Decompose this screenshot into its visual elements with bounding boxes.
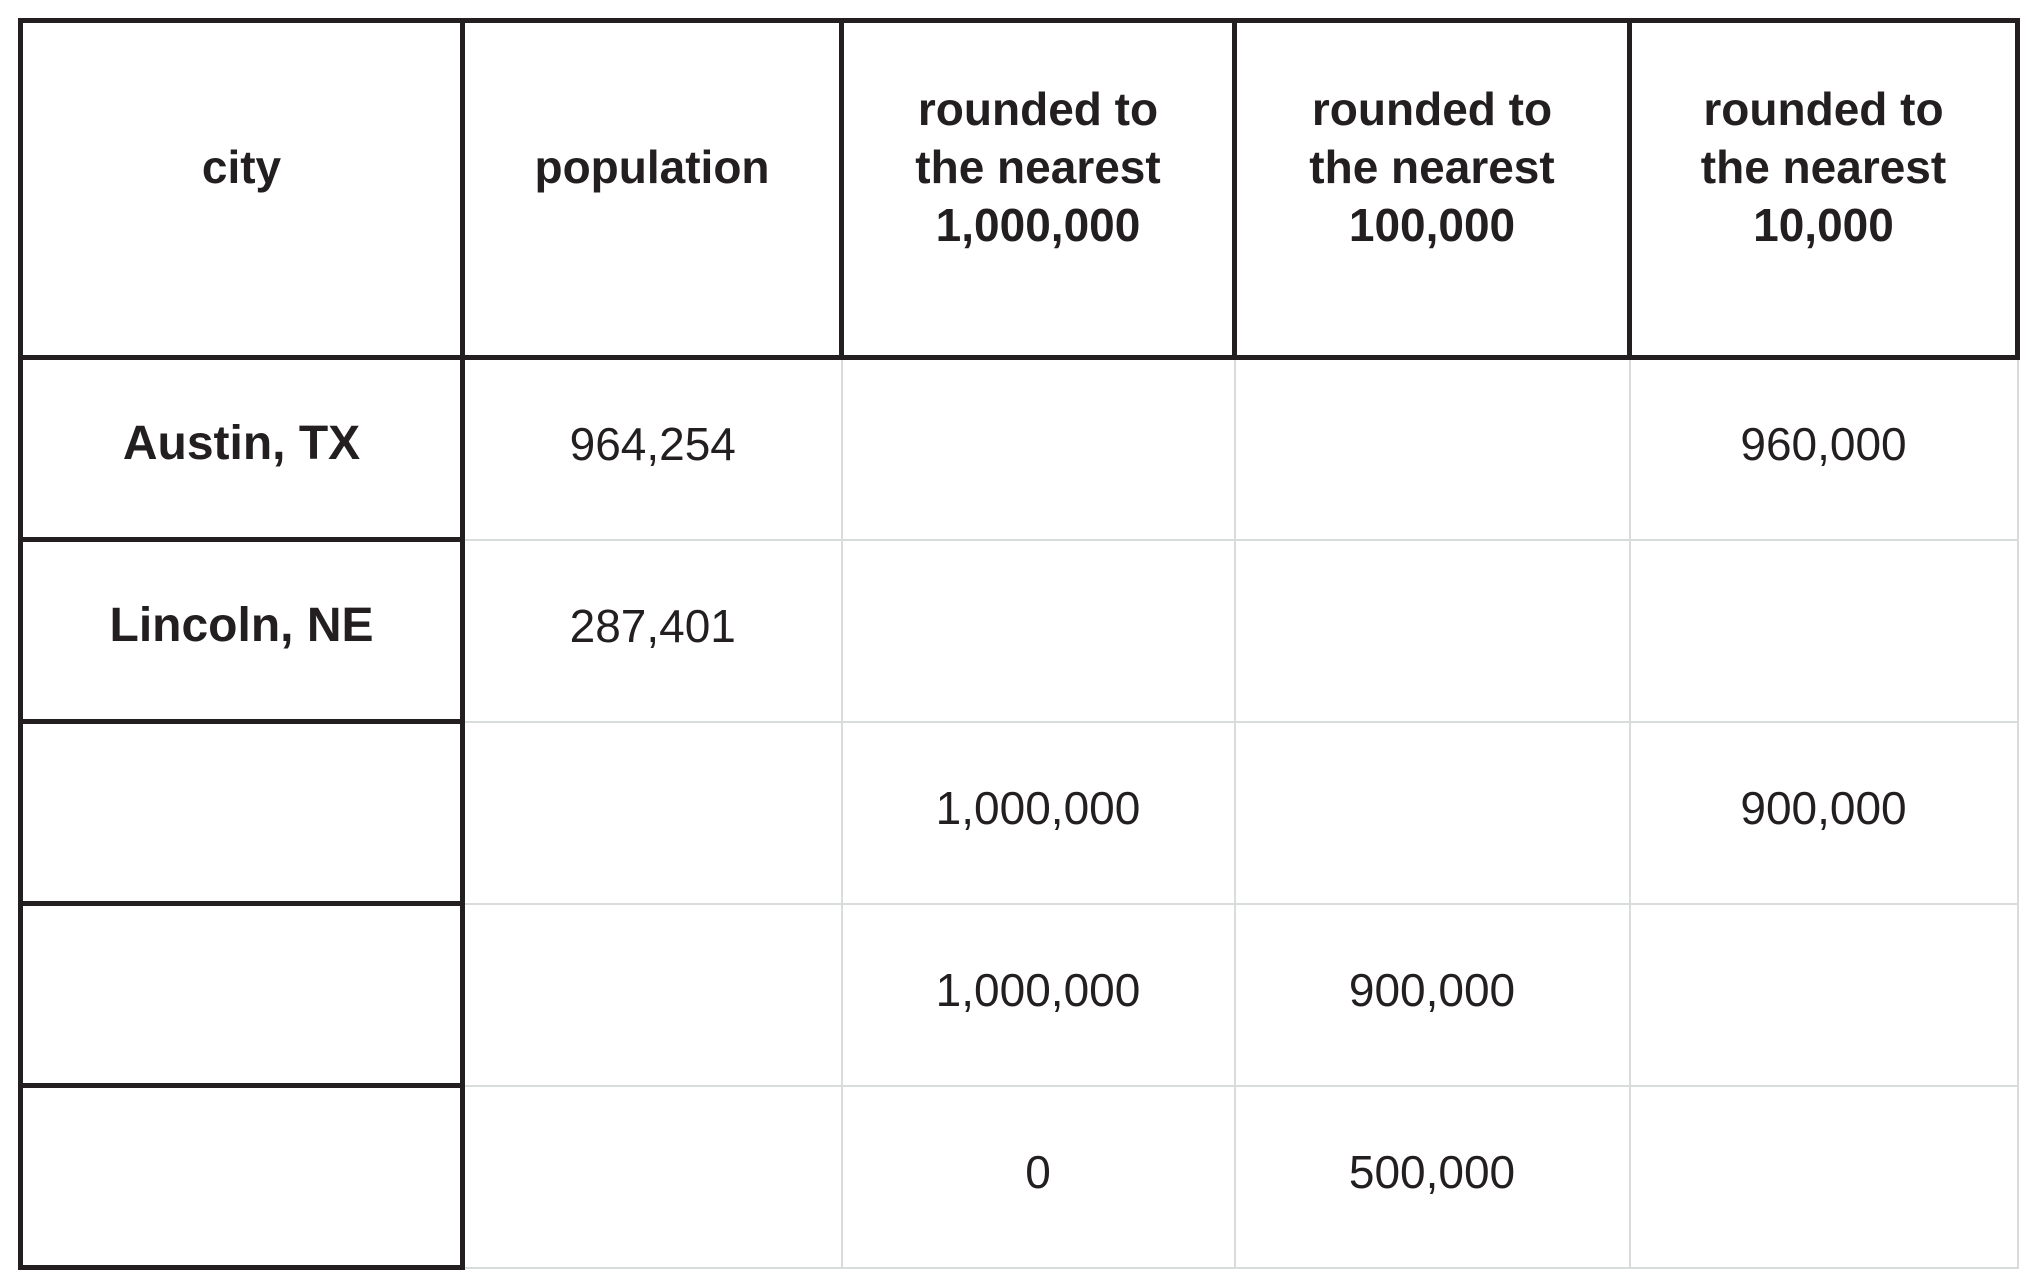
rounded-100k-cell (1233, 356, 1631, 541)
rounded-100k-cell: 900,000 (1233, 902, 1631, 1087)
population-cell (461, 902, 843, 1087)
rounded-100k-cell (1233, 720, 1631, 905)
table-row: 1,000,000 900,000 (18, 719, 2019, 906)
rounded-10k-cell: 960,000 (1628, 356, 2019, 541)
table-row: 0 500,000 (18, 1083, 2019, 1270)
rounded-1m-cell (840, 538, 1236, 723)
rounded-100k-cell: 500,000 (1233, 1084, 1631, 1269)
rounded-10k-cell (1628, 538, 2019, 723)
rounded-1m-cell: 0 (840, 1084, 1236, 1269)
population-cell (461, 720, 843, 905)
population-rounding-table: city population rounded to the nearest 1… (18, 18, 2020, 1270)
table-row: 1,000,000 900,000 (18, 901, 2019, 1088)
city-cell (18, 719, 465, 906)
header-row: city population rounded to the nearest 1… (18, 18, 2020, 360)
rounded-1m-cell: 1,000,000 (840, 720, 1236, 905)
rounded-1m-cell (840, 356, 1236, 541)
table-row: Lincoln, NE 287,401 (18, 537, 2019, 724)
city-cell: Austin, TX (18, 355, 465, 542)
header-city: city (18, 18, 465, 360)
city-cell (18, 1083, 465, 1270)
table-row: Austin, TX 964,254 960,000 (18, 355, 2019, 542)
header-rounded-1000000: rounded to the nearest 1,000,000 (839, 18, 1237, 360)
rounded-100k-cell (1233, 538, 1631, 723)
population-cell: 964,254 (461, 356, 843, 541)
population-cell: 287,401 (461, 538, 843, 723)
header-rounded-100000: rounded to the nearest 100,000 (1232, 18, 1632, 360)
header-rounded-10000: rounded to the nearest 10,000 (1627, 18, 2020, 360)
city-cell (18, 901, 465, 1088)
population-cell (461, 1084, 843, 1269)
header-population: population (460, 18, 844, 360)
rounded-10k-cell: 900,000 (1628, 720, 2019, 905)
rounded-1m-cell: 1,000,000 (840, 902, 1236, 1087)
rounded-10k-cell (1628, 902, 2019, 1087)
city-cell: Lincoln, NE (18, 537, 465, 724)
rounded-10k-cell (1628, 1084, 2019, 1269)
